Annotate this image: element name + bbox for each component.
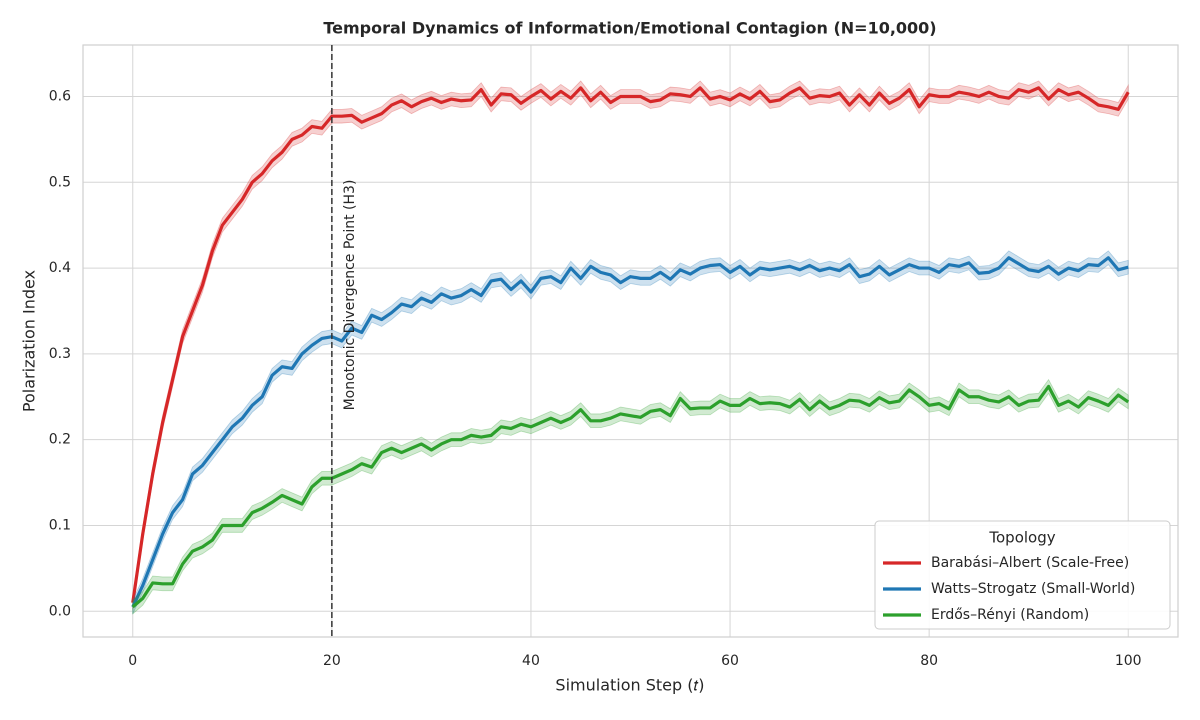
- confidence-band: [132, 80, 1129, 610]
- legend-label: Watts–Strogatz (Small-World): [931, 581, 1135, 597]
- y-tick-label: 0.5: [49, 174, 71, 190]
- plot-frame: [82, 44, 1179, 638]
- series-line: [131, 384, 1130, 609]
- confidence-band: [132, 378, 1129, 615]
- y-tick-label: 0.6: [49, 88, 71, 104]
- legend-label: Erdős–Rényi (Random): [931, 607, 1089, 623]
- x-axis-label: Simulation Step (𝑡): [555, 676, 704, 695]
- x-tick-label: 80: [920, 653, 938, 669]
- x-tick-label: 0: [128, 653, 137, 669]
- x-tick-label: 60: [721, 653, 739, 669]
- y-tick-label: 0.3: [49, 346, 71, 362]
- x-tick-label: 40: [522, 653, 540, 669]
- series-line: [131, 256, 1129, 608]
- y-tick-label: 0.1: [49, 517, 71, 533]
- x-tick-label: 100: [1115, 653, 1142, 669]
- x-tick-label: 20: [323, 653, 341, 669]
- legend-box: [874, 520, 1171, 630]
- confidence-band: [132, 250, 1129, 615]
- annotation-label: Monotonic Divergence Point (H3): [342, 180, 358, 411]
- y-tick-label: 0.2: [49, 432, 71, 448]
- legend: Topology Barabási–Albert (Scale-Free) Watt…: [874, 520, 1171, 630]
- series-line: [131, 86, 1130, 603]
- chart-title: Temporal Dynamics of Information/Emotion…: [323, 19, 936, 38]
- legend-label: Barabási–Albert (Scale-Free): [931, 555, 1129, 571]
- y-tick-label: 0.4: [49, 260, 71, 276]
- legend-title: Topology: [988, 529, 1055, 547]
- y-tick-label: 0.0: [49, 603, 71, 619]
- y-axis-label: Polarization Index: [20, 270, 39, 412]
